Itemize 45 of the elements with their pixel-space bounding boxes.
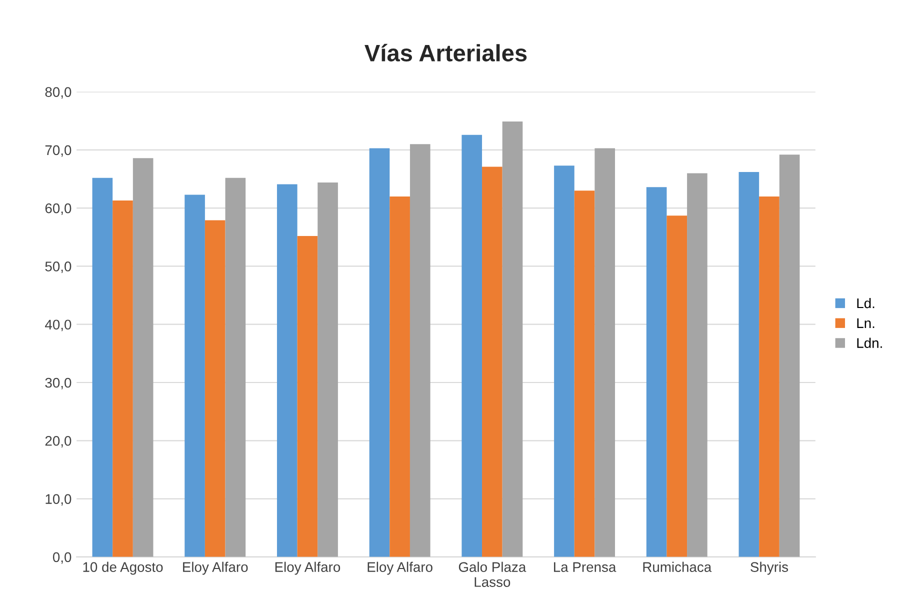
legend-label: Ldn. — [857, 338, 882, 348]
x-tick-label: Eloy Alfaro — [368, 562, 432, 575]
y-tick-label: 60,0 — [45, 203, 72, 215]
bar — [390, 196, 410, 557]
y-tick-label: 70,0 — [45, 145, 72, 157]
bar — [184, 194, 205, 557]
bar — [204, 220, 226, 557]
bar — [646, 187, 667, 557]
bar — [410, 144, 430, 557]
y-tick-label: 50,0 — [45, 262, 72, 274]
bar — [318, 182, 338, 557]
x-tick-label: Galo Plaza Lasso — [458, 562, 526, 587]
bar — [554, 166, 574, 557]
bar — [502, 121, 523, 557]
y-tick-label: 20,0 — [45, 436, 72, 448]
legend-label: Ld. — [857, 298, 874, 308]
bar — [225, 178, 246, 557]
bar — [687, 173, 708, 557]
bar — [759, 196, 780, 557]
x-tick-label: Eloy Alfaro — [183, 562, 248, 575]
y-tick-label: 80,0 — [45, 87, 72, 99]
bar — [594, 148, 615, 557]
x-tick-label: Shyris — [750, 562, 788, 575]
x-tick-label: Rumichaca — [643, 562, 712, 572]
bar — [112, 200, 133, 557]
y-tick-label: 40,0 — [45, 320, 72, 332]
bar — [779, 154, 800, 557]
bar — [462, 134, 482, 557]
x-tick-label: 10 de Agosto — [83, 562, 163, 575]
x-tick-label: Eloy Alfaro — [275, 562, 340, 575]
y-tick-label: 0,0 — [52, 552, 72, 564]
bar — [132, 158, 154, 557]
legend-label: Ln. — [857, 318, 874, 328]
bar — [92, 178, 113, 557]
bar — [666, 216, 688, 557]
y-tick-label: 10,0 — [46, 494, 72, 506]
chart-title: Vías Arteriales — [364, 44, 527, 62]
bar — [369, 148, 390, 557]
x-tick-label: La Prensa — [554, 562, 616, 572]
bar — [574, 190, 595, 557]
bar — [297, 236, 318, 557]
bar — [482, 166, 502, 557]
y-tick-label: 30,0 — [45, 378, 72, 390]
bar — [276, 184, 298, 557]
bar — [738, 172, 760, 557]
